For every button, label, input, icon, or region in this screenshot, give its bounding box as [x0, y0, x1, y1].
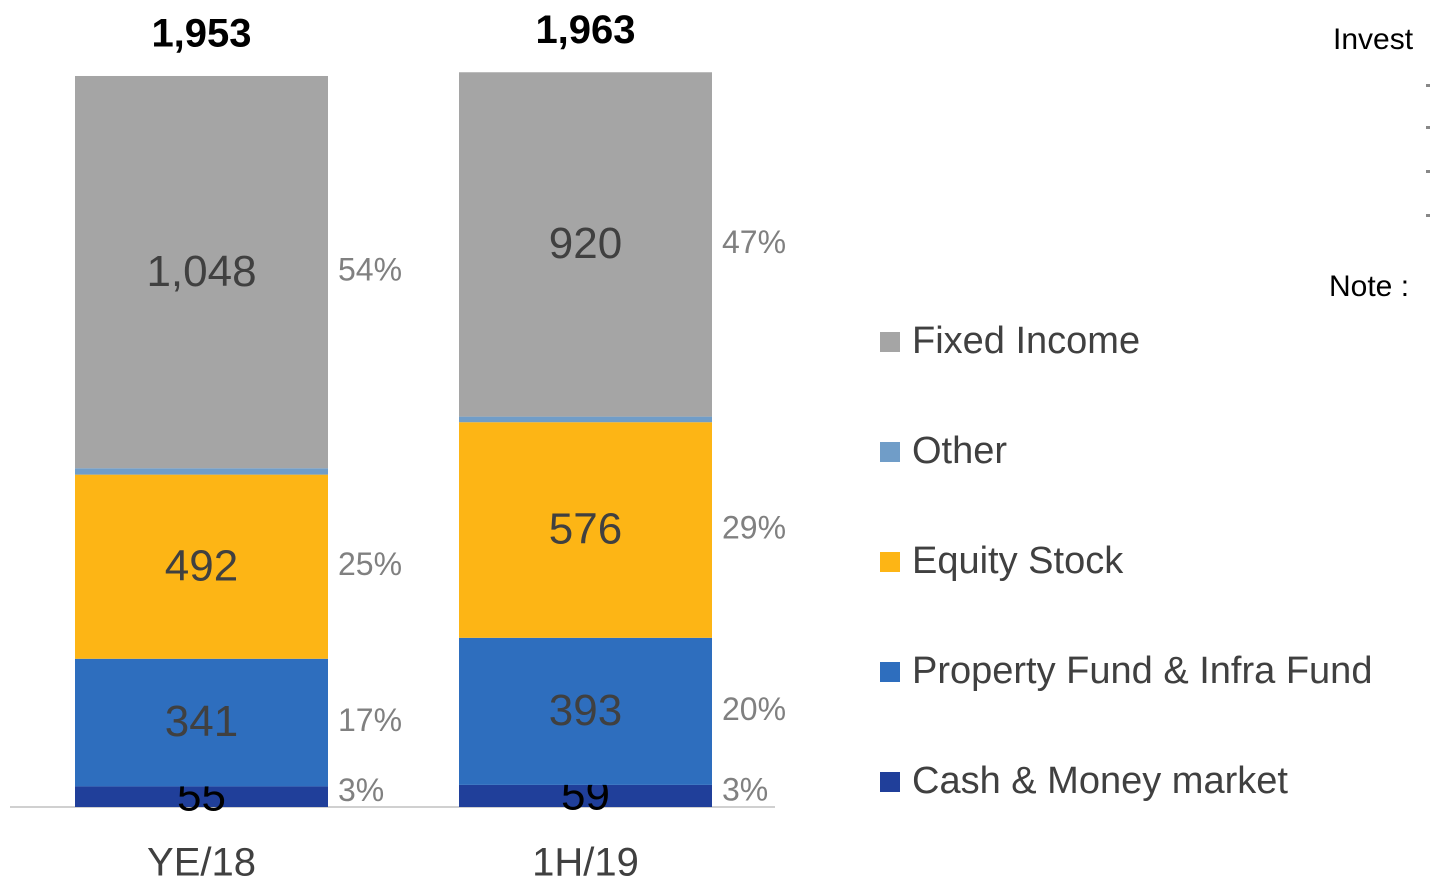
- bullets: [1426, 84, 1430, 217]
- share-label: 54%: [338, 252, 402, 288]
- legend-label: Fixed Income: [912, 320, 1140, 362]
- bar-segment: [75, 658, 328, 787]
- legend-label: Property Fund & Infra Fund: [912, 650, 1372, 692]
- legend-label: Equity Stock: [912, 540, 1124, 582]
- x-tick-label: 1H/19: [532, 841, 639, 884]
- value-label: 920: [549, 219, 622, 268]
- value-label: 576: [549, 505, 622, 554]
- value-label: 393: [549, 686, 622, 735]
- legend-swatch: [880, 552, 900, 572]
- bar-segment: [459, 72, 712, 417]
- x-tick-label: YE/18: [147, 841, 256, 884]
- share-label: 47%: [722, 224, 786, 260]
- annotation: Invest: [1333, 23, 1414, 56]
- legend-label: Other: [912, 430, 1007, 472]
- bar-segment: [75, 786, 328, 807]
- value-label: 492: [165, 541, 238, 590]
- share-label: 29%: [722, 509, 786, 545]
- legend-swatch: [880, 442, 900, 462]
- share-label: 17%: [338, 702, 402, 738]
- share-label: 3%: [338, 772, 384, 808]
- value-label: 341: [165, 697, 238, 746]
- legend-swatch: [880, 772, 900, 792]
- share-label: 25%: [338, 546, 402, 582]
- bar-segment: [75, 468, 328, 475]
- annotation: Note :: [1329, 270, 1409, 303]
- share-label: 3%: [722, 771, 768, 807]
- share-label: 20%: [722, 691, 786, 727]
- bar-segment: [459, 784, 712, 807]
- total-label: 1,963: [535, 8, 635, 52]
- bar-segment: [75, 474, 328, 659]
- legend-swatch: [880, 332, 900, 352]
- total-label: 1,953: [151, 12, 251, 56]
- legend-swatch: [880, 662, 900, 682]
- bar-segment: [459, 422, 712, 638]
- legend-label: Cash & Money market: [912, 760, 1288, 802]
- bar-segment: [459, 637, 712, 785]
- value-label: 1,048: [146, 247, 256, 296]
- bar-segment: [459, 416, 712, 423]
- bar-segment: [75, 75, 328, 469]
